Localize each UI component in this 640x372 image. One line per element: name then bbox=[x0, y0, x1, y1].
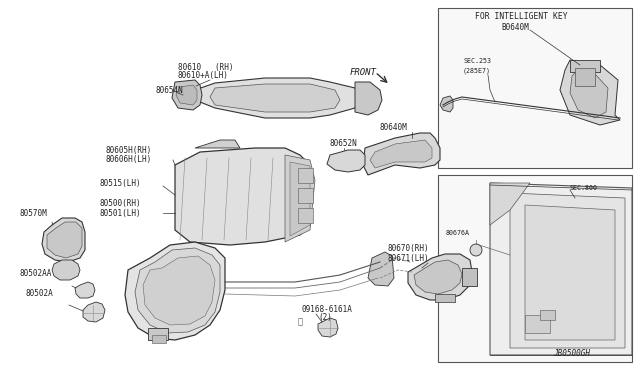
Bar bbox=[152, 335, 166, 343]
Polygon shape bbox=[285, 155, 315, 242]
Text: Ⓢ: Ⓢ bbox=[298, 317, 303, 327]
Polygon shape bbox=[570, 70, 608, 118]
Text: (285E7): (285E7) bbox=[463, 67, 491, 74]
Polygon shape bbox=[440, 96, 453, 112]
Text: 80502AA: 80502AA bbox=[20, 269, 52, 278]
Polygon shape bbox=[368, 252, 394, 286]
Text: SEC.253: SEC.253 bbox=[463, 58, 491, 64]
Polygon shape bbox=[192, 78, 360, 118]
Text: 80654N: 80654N bbox=[155, 86, 183, 95]
Polygon shape bbox=[318, 318, 338, 337]
Text: 80515(LH): 80515(LH) bbox=[100, 179, 141, 188]
Text: 80502A: 80502A bbox=[25, 289, 52, 298]
Polygon shape bbox=[47, 222, 82, 258]
Bar bbox=[438, 175, 632, 362]
Text: JB0500GH: JB0500GH bbox=[553, 349, 590, 358]
Polygon shape bbox=[135, 248, 220, 333]
Text: 80652N: 80652N bbox=[330, 139, 358, 148]
Text: 80606H(LH): 80606H(LH) bbox=[105, 155, 151, 164]
Bar bbox=[298, 188, 313, 203]
Text: 80570M: 80570M bbox=[20, 209, 48, 218]
Polygon shape bbox=[560, 60, 620, 125]
Bar bbox=[148, 328, 168, 340]
Text: 80610+A(LH): 80610+A(LH) bbox=[178, 71, 229, 80]
Text: 80640M: 80640M bbox=[380, 123, 408, 132]
Bar bbox=[435, 294, 455, 302]
Polygon shape bbox=[210, 84, 340, 112]
Bar bbox=[462, 268, 477, 286]
Polygon shape bbox=[408, 254, 472, 300]
Polygon shape bbox=[176, 85, 197, 105]
Polygon shape bbox=[355, 82, 382, 115]
Polygon shape bbox=[83, 302, 105, 322]
Text: 09168-6161A: 09168-6161A bbox=[302, 305, 353, 314]
Polygon shape bbox=[490, 183, 632, 355]
Text: SEC.800: SEC.800 bbox=[570, 185, 598, 191]
Polygon shape bbox=[525, 205, 615, 340]
Polygon shape bbox=[370, 140, 432, 168]
Bar bbox=[575, 68, 595, 86]
Bar bbox=[298, 168, 313, 183]
Text: 80610   (RH): 80610 (RH) bbox=[178, 63, 234, 72]
Bar bbox=[298, 208, 313, 223]
Polygon shape bbox=[143, 256, 215, 325]
Text: 80671(LH): 80671(LH) bbox=[388, 254, 429, 263]
Bar bbox=[438, 8, 632, 168]
Text: B0640M: B0640M bbox=[501, 23, 529, 32]
Bar bbox=[540, 310, 555, 320]
Polygon shape bbox=[195, 140, 240, 148]
Polygon shape bbox=[510, 193, 625, 348]
Text: 80605H(RH): 80605H(RH) bbox=[105, 146, 151, 155]
Text: (2): (2) bbox=[318, 313, 332, 322]
Polygon shape bbox=[414, 260, 462, 294]
Text: 80676A: 80676A bbox=[446, 230, 470, 236]
Text: 80501(LH): 80501(LH) bbox=[100, 209, 141, 218]
Text: 80500(RH): 80500(RH) bbox=[100, 199, 141, 208]
Polygon shape bbox=[52, 260, 80, 280]
Bar bbox=[570, 60, 600, 72]
Text: FRONT: FRONT bbox=[350, 68, 377, 77]
Polygon shape bbox=[42, 218, 85, 262]
Polygon shape bbox=[175, 148, 310, 245]
Polygon shape bbox=[490, 183, 530, 225]
Text: FOR INTELLIGENT KEY: FOR INTELLIGENT KEY bbox=[475, 12, 568, 21]
Polygon shape bbox=[125, 242, 225, 340]
Text: 80670(RH): 80670(RH) bbox=[388, 244, 429, 253]
Bar bbox=[525, 315, 550, 333]
Polygon shape bbox=[172, 80, 202, 110]
Polygon shape bbox=[363, 133, 440, 175]
Polygon shape bbox=[290, 162, 310, 236]
Ellipse shape bbox=[470, 244, 482, 256]
Polygon shape bbox=[327, 150, 365, 172]
Polygon shape bbox=[75, 282, 95, 298]
